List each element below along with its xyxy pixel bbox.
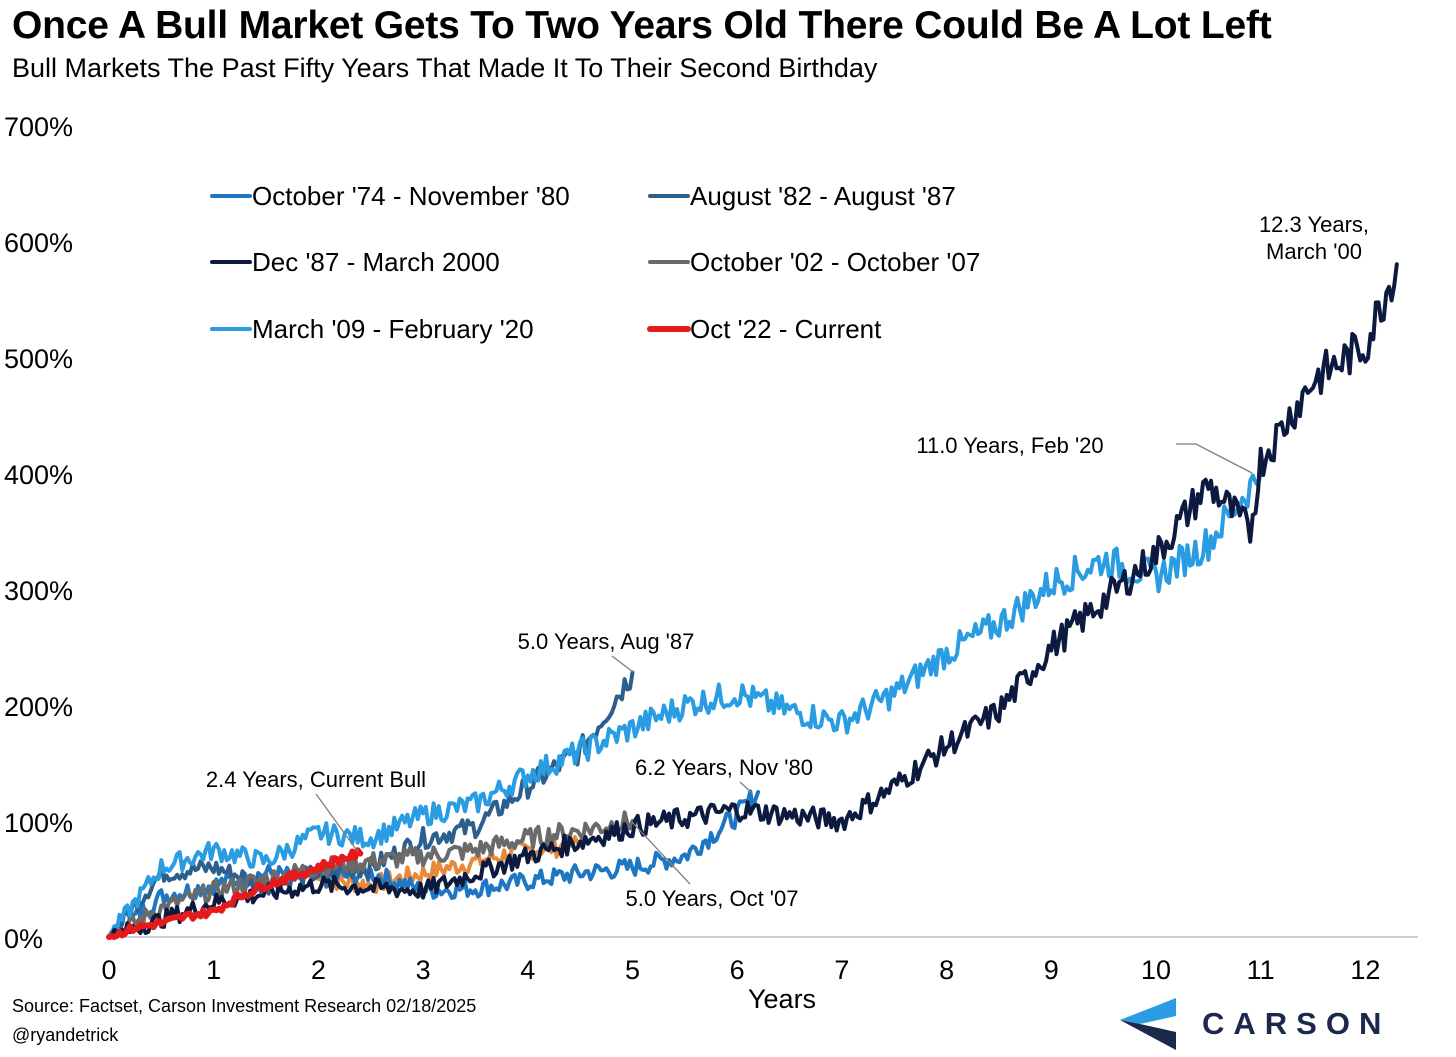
legend-label: Oct '22 - Current [690, 314, 882, 344]
annotation-label: 5.0 Years, Oct '07 [626, 886, 799, 911]
y-tick-label: 400% [4, 460, 73, 490]
series-line [107, 670, 635, 939]
annotation-leader [315, 793, 359, 853]
y-tick-label: 700% [4, 112, 73, 142]
legend-label: Dec '87 - March 2000 [252, 247, 500, 277]
carson-logo-text: CARSON [1202, 1006, 1391, 1041]
y-tick-label: 100% [4, 808, 73, 838]
legend-label: October '74 - November '80 [252, 181, 570, 211]
annotation-label: 11.0 Years, Feb '20 [916, 433, 1103, 458]
carson-logo-icon [1120, 998, 1176, 1050]
carson-logo: CARSON [1116, 992, 1446, 1052]
x-tick-label: 10 [1141, 955, 1171, 985]
x-axis-label: Years [748, 984, 817, 1014]
legend-label: October '02 - October '07 [690, 247, 980, 277]
x-tick-label: 1 [206, 955, 221, 985]
chart-subtitle: Bull Markets The Past Fifty Years That M… [12, 53, 878, 83]
x-tick-label: 3 [416, 955, 431, 985]
annotation-label: 6.2 Years, Nov '80 [635, 755, 813, 780]
series-line [106, 847, 364, 940]
legend-label: August '82 - August '87 [690, 181, 956, 211]
y-tick-label: 500% [4, 344, 73, 374]
annotation-leader [611, 655, 634, 673]
annotation-leader [739, 781, 753, 794]
series-line [107, 262, 1399, 939]
annotation-leader [631, 821, 691, 885]
x-tick-label: 5 [625, 955, 640, 985]
x-tick-label: 7 [834, 955, 849, 985]
y-tick-label: 600% [4, 228, 73, 258]
author-handle: @ryandetrick [12, 1025, 119, 1045]
annotation-label: 5.0 Years, Aug '87 [518, 629, 695, 654]
annotation-leader [1176, 443, 1253, 474]
x-tick-label: 2 [311, 955, 326, 985]
legend-label: March '09 - February '20 [252, 314, 534, 344]
annotation-label: 2.4 Years, Current Bull [206, 767, 426, 792]
x-tick-label: 9 [1044, 955, 1059, 985]
x-tick-label: 6 [730, 955, 745, 985]
source-note: Source: Factset, Carson Investment Resea… [12, 996, 477, 1016]
x-tick-label: 11 [1247, 955, 1275, 985]
y-tick-label: 300% [4, 576, 73, 606]
x-tick-label: 4 [520, 955, 535, 985]
chart-title: Once A Bull Market Gets To Two Years Old… [12, 4, 1272, 47]
x-tick-label: 0 [101, 955, 116, 985]
x-tick-label: 8 [939, 955, 954, 985]
series-line [107, 471, 1263, 939]
y-tick-label: 0% [4, 924, 43, 954]
y-tick-label: 200% [4, 692, 73, 722]
series-line [316, 833, 583, 895]
x-tick-label: 12 [1350, 955, 1380, 985]
annotation-label: 12.3 Years, [1259, 212, 1369, 237]
annotation-label: March '00 [1266, 239, 1362, 264]
